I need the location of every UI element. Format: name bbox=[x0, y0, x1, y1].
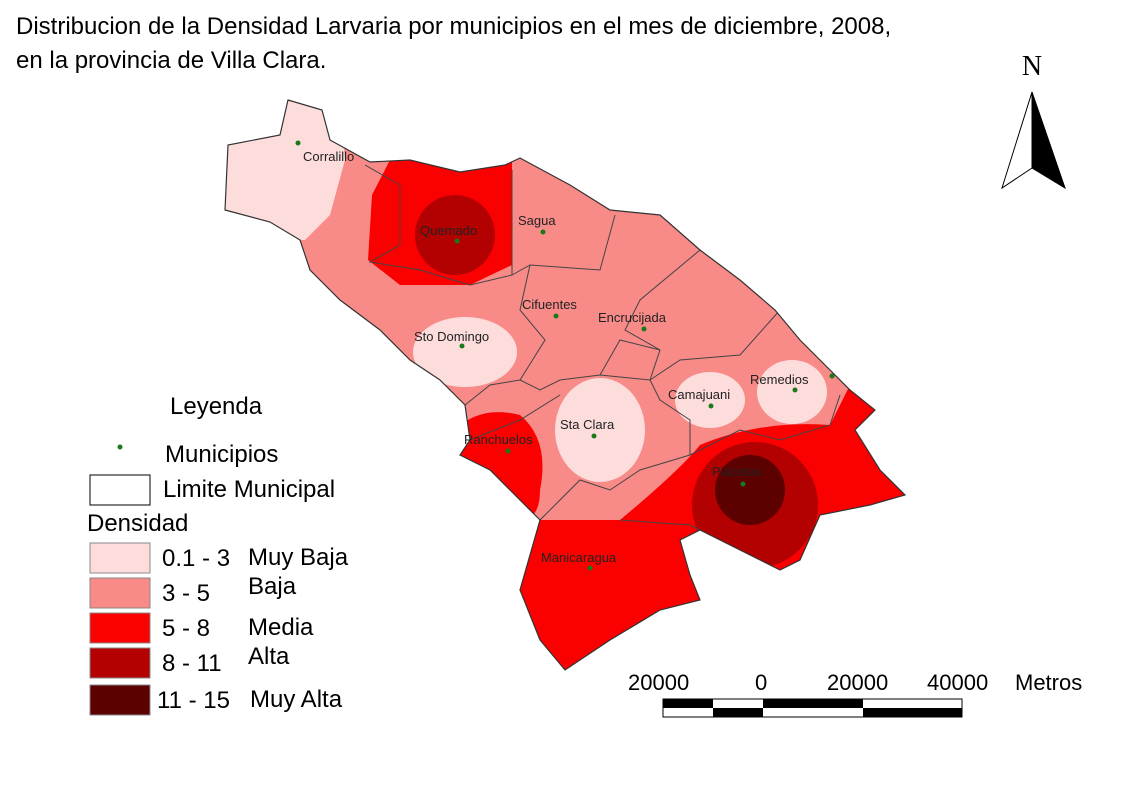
point bbox=[740, 481, 746, 487]
point bbox=[505, 448, 511, 454]
municipality-label: Quemado bbox=[420, 223, 477, 238]
legend-class: Baja bbox=[248, 573, 297, 600]
scale-label: 40000 bbox=[927, 670, 988, 695]
legend-class: Muy Alta bbox=[250, 686, 343, 713]
legend-range: 5 - 8 bbox=[162, 615, 210, 642]
municipality-label: Ranchuelos bbox=[464, 432, 533, 447]
municipality-label: Encrucijada bbox=[598, 310, 667, 325]
municipality-label: Camajuani bbox=[668, 387, 730, 402]
municipality-labels: Corralillo Quemado Sagua Cifuentes Encru… bbox=[303, 149, 809, 565]
scale-label: 20000 bbox=[827, 670, 888, 695]
point bbox=[587, 565, 593, 571]
north-arrow: N bbox=[1001, 51, 1066, 190]
zone bbox=[413, 317, 517, 387]
legend-swatch bbox=[89, 577, 151, 609]
point bbox=[708, 403, 714, 409]
zone bbox=[415, 195, 495, 275]
municipal-boundaries bbox=[364, 164, 841, 531]
arrow-half bbox=[1031, 91, 1066, 190]
municipality-points bbox=[295, 140, 835, 571]
point bbox=[553, 313, 559, 319]
municipality-label: Placetas bbox=[712, 464, 762, 479]
municipality-label: Sagua bbox=[518, 213, 556, 228]
scale-segment bbox=[863, 708, 962, 717]
legend-range: 8 - 11 bbox=[162, 650, 222, 677]
legend-class: Alta bbox=[248, 643, 290, 670]
point bbox=[829, 373, 835, 379]
municipality-label: Sta Clara bbox=[560, 417, 615, 432]
zone bbox=[715, 455, 785, 525]
title: en la provincia de Villa Clara. bbox=[16, 47, 326, 74]
scale-segment bbox=[713, 708, 763, 717]
legend-classes: 0.1 - 3 Muy Baja 3 - 5 Baja 5 - 8 Media 8 - 11… bbox=[89, 542, 349, 716]
legend-swatch bbox=[89, 542, 151, 574]
zone bbox=[757, 360, 827, 424]
scale-segment bbox=[763, 699, 863, 708]
title: Distribucion de la Densidad Larvaria por… bbox=[16, 13, 891, 40]
legend-class: Media bbox=[248, 614, 314, 641]
legend-swatch bbox=[89, 647, 151, 679]
scale-unit: Metros bbox=[1015, 670, 1082, 695]
zone bbox=[555, 378, 645, 482]
point bbox=[459, 343, 465, 349]
municipality-label: Remedios bbox=[750, 372, 809, 387]
legend: Leyenda Municipios Limite Municipal Dens… bbox=[87, 393, 349, 716]
arrow-half bbox=[1001, 91, 1033, 190]
municipality-label: Cifuentes bbox=[522, 297, 577, 312]
legend-swatch bbox=[89, 474, 151, 506]
municipality-label: Sto Domingo bbox=[414, 329, 489, 344]
scale-label: 0 bbox=[755, 670, 767, 695]
point bbox=[295, 140, 301, 146]
municipality-label: Corralillo bbox=[303, 149, 354, 164]
point bbox=[641, 326, 647, 332]
north-label: N bbox=[1022, 51, 1042, 82]
municipality-label: Manicaragua bbox=[541, 550, 617, 565]
legend-range: 0.1 - 3 bbox=[162, 545, 230, 572]
legend-swatch bbox=[89, 612, 151, 644]
point bbox=[792, 387, 798, 393]
legend-range: 3 - 5 bbox=[162, 580, 210, 607]
legend-label: Limite Municipal bbox=[163, 476, 335, 503]
point bbox=[540, 229, 546, 235]
scale-label: 20000 bbox=[628, 670, 689, 695]
zone bbox=[455, 412, 543, 520]
legend-swatch bbox=[89, 684, 151, 716]
legend-label: Municipios bbox=[165, 441, 278, 468]
legend-range: 11 - 15 bbox=[157, 687, 230, 714]
point bbox=[454, 238, 460, 244]
legend-point bbox=[117, 444, 123, 450]
legend-subtitle: Densidad bbox=[87, 510, 188, 537]
zone bbox=[675, 372, 745, 428]
scale-segment bbox=[663, 699, 713, 708]
legend-title: Leyenda bbox=[170, 393, 263, 420]
point bbox=[591, 433, 597, 439]
legend-class: Muy Baja bbox=[248, 544, 349, 571]
scale-bar: 20000 0 20000 40000 Metros bbox=[628, 670, 1082, 718]
